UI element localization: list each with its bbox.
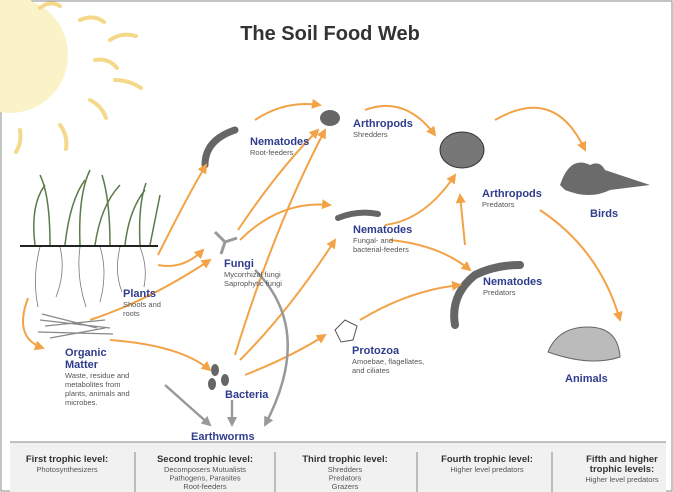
- node-detail: Shredders: [353, 130, 388, 139]
- arthropod: [320, 110, 340, 126]
- node-detail: Shoots and: [123, 300, 161, 309]
- node-detail: Fungal- and: [353, 236, 393, 245]
- node-title: Arthropods: [353, 118, 413, 130]
- node-title: Birds: [590, 208, 618, 220]
- node-title: Earthworms: [191, 431, 255, 443]
- node-title: Nematodes: [250, 136, 309, 148]
- node-title: Matter: [65, 359, 99, 371]
- trophic-label: First trophic level:: [26, 454, 108, 465]
- trophic-label: Fourth trophic level:: [441, 454, 533, 465]
- node-detail: Amoebae, flagellates,: [352, 357, 424, 366]
- node-detail: Predators: [483, 288, 516, 297]
- trophic-detail: Higher level predators: [585, 475, 659, 484]
- arthropod: [440, 132, 484, 168]
- node-title: Nematodes: [483, 276, 542, 288]
- trophic-label: Second trophic level:: [157, 454, 253, 465]
- node-detail: Predators: [482, 200, 515, 209]
- node-detail: Mycorrhizal fungi: [224, 270, 281, 279]
- node-detail: microbes.: [65, 398, 98, 407]
- node-title: Plants: [123, 288, 156, 300]
- node-detail: and ciliates: [352, 366, 390, 375]
- node-detail: Waste, residue and: [65, 371, 129, 380]
- node-title: Organic: [65, 347, 107, 359]
- page: The Soil Food Web NematodesRoot-feedersA…: [0, 0, 673, 492]
- node-detail: Saprophytic fungi: [224, 279, 282, 288]
- title: The Soil Food Web: [240, 23, 420, 45]
- node-title: Nematodes: [353, 224, 412, 236]
- trophic-detail: Grazers: [332, 482, 359, 491]
- node-title: Bacteria: [225, 389, 269, 401]
- node-detail: roots: [123, 309, 140, 318]
- trophic-detail: Root-feeders: [183, 482, 227, 491]
- node-title: Protozoa: [352, 345, 400, 357]
- node-detail: bacterial-feeders: [353, 245, 409, 254]
- node-detail: metabolites from: [65, 380, 120, 389]
- node-title: Animals: [565, 373, 608, 385]
- trophic-label: Third trophic level:: [302, 454, 388, 465]
- node-detail: plants, animals and: [65, 389, 130, 398]
- node-detail: Root-feeders: [250, 148, 294, 157]
- trophic-label: trophic levels:: [590, 464, 654, 475]
- trophic-detail: Higher level predators: [450, 465, 524, 474]
- node-title: Fungi: [224, 258, 254, 270]
- trophic-detail: Photosynthesizers: [36, 465, 98, 474]
- node-title: Arthropods: [482, 188, 542, 200]
